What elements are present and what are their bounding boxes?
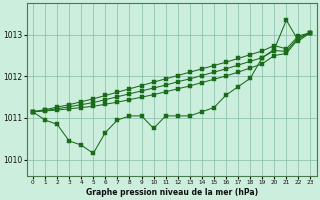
X-axis label: Graphe pression niveau de la mer (hPa): Graphe pression niveau de la mer (hPa) <box>86 188 258 197</box>
